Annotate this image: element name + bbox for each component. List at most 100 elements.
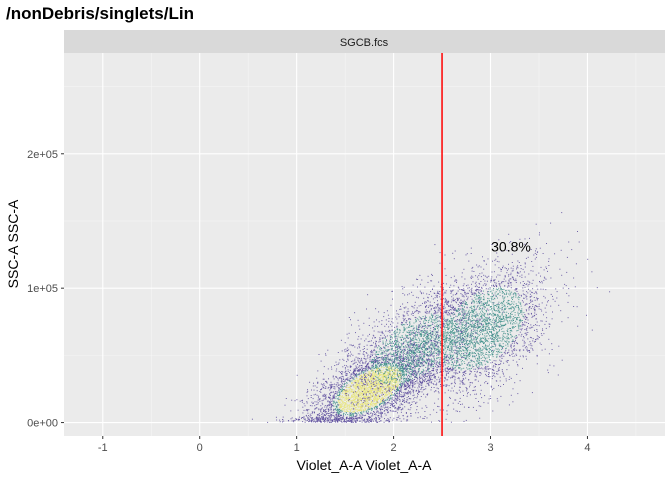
data-point [337, 418, 339, 420]
data-point [394, 386, 396, 388]
data-point [382, 353, 384, 355]
data-point [290, 410, 292, 412]
data-point [397, 347, 398, 349]
data-point [314, 401, 316, 403]
data-point [344, 368, 346, 370]
data-point [410, 382, 412, 384]
data-point [426, 406, 428, 408]
data-point [345, 414, 346, 416]
data-point [415, 342, 417, 343]
data-point [332, 376, 334, 378]
data-point [363, 404, 364, 406]
data-point [418, 389, 420, 391]
data-point [342, 396, 344, 398]
data-point [369, 360, 371, 362]
data-point [423, 343, 424, 345]
data-point [365, 388, 367, 390]
data-point [362, 371, 364, 373]
data-point [445, 350, 447, 352]
data-point [444, 353, 446, 355]
data-point [392, 370, 394, 372]
data-point [360, 392, 362, 394]
data-point [427, 369, 429, 370]
data-point [380, 392, 382, 394]
data-point [360, 368, 361, 370]
data-point [363, 322, 365, 324]
data-point [450, 312, 452, 314]
data-point [402, 367, 404, 369]
data-point [374, 362, 376, 364]
data-point [471, 298, 473, 300]
data-point [355, 397, 357, 399]
data-point [396, 376, 398, 378]
data-point [313, 420, 315, 422]
data-point [378, 367, 380, 369]
data-point [380, 414, 382, 416]
data-point [369, 374, 371, 376]
data-point [359, 370, 361, 372]
data-point [405, 360, 407, 362]
plot-title: /nonDebris/singlets/Lin [6, 4, 194, 23]
data-point [440, 372, 442, 373]
data-point [392, 363, 394, 365]
data-point [343, 390, 345, 392]
data-point [428, 326, 430, 328]
data-point [341, 393, 343, 394]
data-point [346, 394, 348, 396]
data-point [350, 397, 352, 399]
data-point [361, 421, 363, 423]
data-point [375, 359, 377, 361]
data-point [396, 399, 398, 401]
data-point [443, 340, 445, 342]
data-point [316, 414, 318, 415]
data-point [333, 395, 335, 397]
data-point [310, 417, 312, 419]
data-point [339, 411, 341, 413]
data-point [384, 349, 386, 351]
data-point [405, 335, 407, 337]
data-point [397, 393, 399, 395]
data-point [501, 308, 503, 310]
data-point [351, 324, 352, 326]
data-point [390, 393, 392, 394]
data-point [296, 399, 298, 401]
data-point [358, 394, 360, 396]
data-point [355, 356, 357, 358]
data-point [404, 294, 406, 296]
data-point [339, 407, 341, 409]
data-point [410, 365, 411, 367]
data-point [354, 360, 356, 362]
data-point [356, 393, 358, 395]
data-point [368, 394, 370, 396]
data-point [400, 305, 401, 307]
data-point [317, 370, 319, 372]
data-point [340, 403, 342, 405]
data-point [394, 358, 396, 360]
data-point [324, 393, 326, 395]
data-point [385, 360, 387, 362]
data-point [377, 410, 379, 412]
data-point [327, 368, 329, 370]
data-point [404, 386, 406, 388]
data-point [412, 378, 413, 380]
data-point [285, 398, 287, 399]
data-point [363, 411, 365, 413]
data-point [422, 379, 424, 381]
data-point [372, 400, 374, 402]
data-point [438, 381, 440, 383]
data-point [425, 388, 427, 390]
data-point [401, 374, 403, 376]
data-point [342, 418, 344, 420]
data-point [394, 398, 396, 400]
data-point [378, 388, 380, 390]
data-point [343, 389, 344, 390]
data-point [377, 364, 379, 366]
data-point [359, 368, 361, 370]
data-point [436, 364, 438, 366]
data-point [364, 400, 366, 401]
data-point [395, 365, 397, 366]
data-point [342, 386, 344, 388]
data-point [379, 365, 381, 367]
data-point [375, 367, 377, 369]
data-point [357, 403, 359, 405]
